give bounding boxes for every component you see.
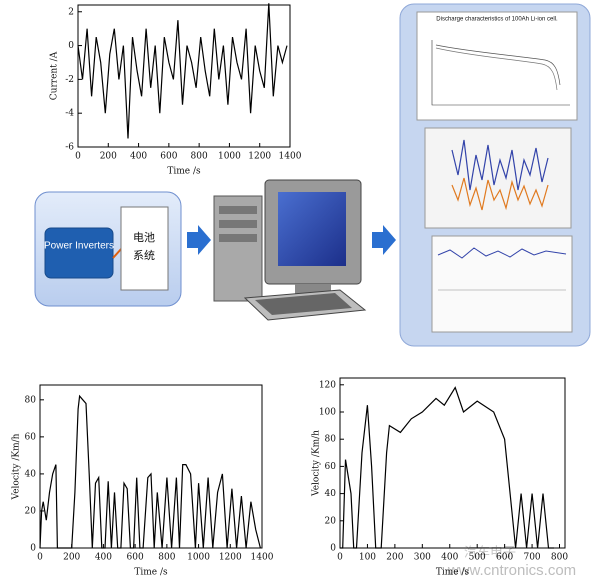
battery-label: 系统 bbox=[133, 249, 155, 262]
y-tick-label: 60 bbox=[25, 432, 37, 442]
y-axis-label: Velocity /Km/h bbox=[12, 433, 22, 500]
x-tick-label: 600 bbox=[127, 553, 144, 563]
battery-box bbox=[120, 206, 169, 291]
x-tick-label: 800 bbox=[158, 553, 175, 563]
x-tick-label: 1200 bbox=[219, 553, 242, 563]
y-tick-label: 80 bbox=[25, 395, 37, 405]
x-tick-label: 200 bbox=[386, 553, 403, 563]
x-axis-label: Time /s bbox=[167, 167, 201, 177]
x-tick-label: 1200 bbox=[248, 152, 271, 162]
x-tick-label: 0 bbox=[75, 152, 81, 162]
y-tick-label: 100 bbox=[319, 408, 336, 418]
y-tick-label: 20 bbox=[25, 506, 37, 516]
x-tick-label: 600 bbox=[160, 152, 177, 162]
y-tick-label: 40 bbox=[25, 469, 37, 479]
curve bbox=[435, 47, 558, 91]
x-axis-label: Time /s bbox=[134, 568, 168, 578]
x-tick-label: 400 bbox=[95, 553, 112, 563]
x-tick-label: 700 bbox=[523, 553, 540, 563]
trace bbox=[451, 177, 549, 211]
x-tick-label: 1400 bbox=[279, 152, 302, 162]
discharge-plot bbox=[416, 11, 578, 121]
inverter-label: Power Inverters bbox=[44, 241, 114, 252]
plot-frame bbox=[39, 384, 263, 549]
x-axis-label: Time /s bbox=[436, 568, 470, 578]
plot-frame bbox=[339, 377, 566, 549]
curve bbox=[435, 44, 561, 86]
x-tick-label: 200 bbox=[63, 553, 80, 563]
trace bbox=[451, 139, 549, 191]
x-tick-label: 0 bbox=[37, 553, 43, 563]
y-axis-label: Current /A bbox=[50, 51, 60, 100]
x-tick-label: 300 bbox=[414, 553, 431, 563]
y-tick-label: 80 bbox=[325, 435, 337, 445]
battery-label: 电池 bbox=[133, 231, 155, 244]
y-axis-label: Velocity /Km/h bbox=[312, 430, 322, 497]
x-tick-label: 100 bbox=[359, 553, 376, 563]
x-tick-label: 0 bbox=[337, 553, 343, 563]
x-tick-label: 400 bbox=[130, 152, 147, 162]
y-tick-label: 60 bbox=[325, 462, 337, 472]
computer bbox=[213, 179, 367, 321]
x-tick-label: 500 bbox=[469, 553, 486, 563]
trace bbox=[437, 247, 567, 259]
axes bbox=[431, 40, 570, 106]
x-tick-label: 1000 bbox=[187, 553, 210, 563]
x-tick-label: 800 bbox=[191, 152, 208, 162]
voltage-plot bbox=[431, 235, 573, 333]
y-tick-label: 0 bbox=[68, 41, 74, 51]
x-tick-label: 600 bbox=[496, 553, 513, 563]
temp-plot bbox=[424, 127, 572, 229]
arrow bbox=[372, 225, 396, 255]
y-tick-label: -2 bbox=[65, 75, 74, 85]
y-tick-label: 0 bbox=[30, 544, 36, 554]
data-line bbox=[77, 3, 288, 139]
x-tick-label: 400 bbox=[441, 553, 458, 563]
y-tick-label: 120 bbox=[319, 380, 336, 390]
data-line bbox=[340, 386, 554, 549]
data-line bbox=[39, 394, 261, 549]
x-tick-label: 200 bbox=[100, 152, 117, 162]
y-tick-label: 40 bbox=[325, 489, 337, 499]
watermark: www.cntronics.com bbox=[447, 562, 576, 579]
y-tick-label: 20 bbox=[325, 516, 337, 526]
x-tick-label: 800 bbox=[551, 553, 568, 563]
y-tick-label: -4 bbox=[65, 109, 74, 119]
y-tick-label: -6 bbox=[65, 143, 74, 153]
y-tick-label: 0 bbox=[330, 544, 336, 554]
panel-title: Discharge characteristics of 100Ah Li-io… bbox=[436, 17, 558, 23]
plot-frame bbox=[77, 4, 291, 148]
x-tick-label: 1000 bbox=[218, 152, 241, 162]
y-tick-label: 2 bbox=[68, 7, 74, 17]
arrow bbox=[187, 225, 211, 255]
inverter-box bbox=[44, 227, 114, 279]
x-tick-label: 1400 bbox=[251, 553, 274, 563]
